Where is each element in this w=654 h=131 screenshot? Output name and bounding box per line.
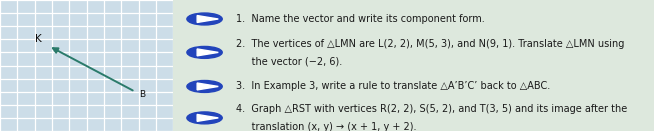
Text: 1.  Name the vector and write its component form.: 1. Name the vector and write its compone…: [236, 14, 485, 24]
Text: 3.  In Example 3, write a rule to translate △A’B’C’ back to △ABC.: 3. In Example 3, write a rule to transla…: [236, 81, 550, 91]
Ellipse shape: [187, 112, 222, 124]
Text: 2.  The vertices of △LMN are L(2, 2), M(5, 3), and N(9, 1). Translate △LMN using: 2. The vertices of △LMN are L(2, 2), M(5…: [236, 39, 624, 49]
Text: translation (x, y) → (x + 1, y + 2).: translation (x, y) → (x + 1, y + 2).: [236, 122, 417, 131]
Polygon shape: [197, 16, 218, 22]
Polygon shape: [197, 83, 218, 90]
Text: the vector (−2, 6).: the vector (−2, 6).: [236, 56, 342, 66]
Polygon shape: [197, 114, 218, 121]
Polygon shape: [197, 49, 218, 56]
Ellipse shape: [187, 13, 222, 25]
Text: 4.  Graph △RST with vertices R(2, 2), S(5, 2), and T(3, 5) and its image after t: 4. Graph △RST with vertices R(2, 2), S(5…: [236, 104, 627, 114]
Ellipse shape: [187, 47, 222, 58]
Ellipse shape: [187, 80, 222, 92]
Text: B: B: [139, 90, 145, 99]
Text: K: K: [35, 34, 41, 44]
